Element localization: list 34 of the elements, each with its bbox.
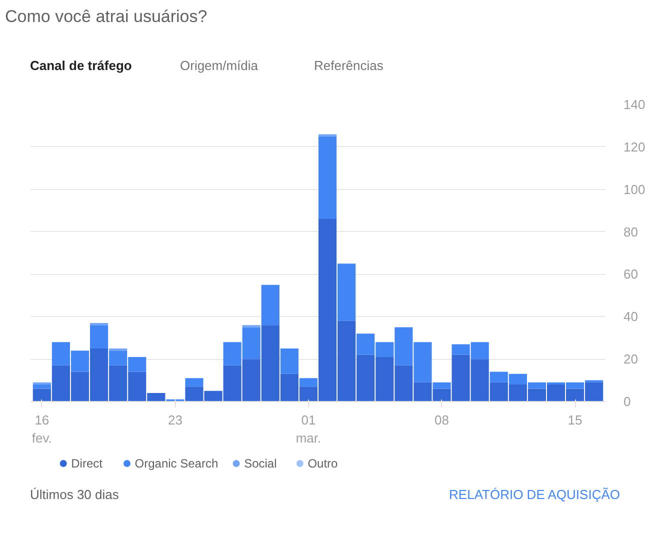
x-tick-label: 15 [568, 412, 582, 428]
text: Últimos 30 dias [30, 486, 119, 504]
x-tick-label: 08 [434, 412, 449, 428]
x-tick-label: 16 fev. [32, 412, 52, 446]
bar [32, 382, 51, 385]
text: Canal de tráfego [30, 57, 132, 75]
y-tick-label: 0 [624, 394, 631, 409]
bar [109, 348, 128, 351]
y-tick-label: 120 [624, 139, 646, 154]
legend-label: Social [244, 456, 277, 470]
y-tick-label: 140 [624, 97, 646, 112]
y-tick-label: 40 [624, 309, 638, 324]
bar [261, 284, 280, 326]
chart-title: Como você atrai usuários? [5, 6, 208, 28]
bar [318, 136, 337, 220]
bar [432, 382, 451, 389]
bar [280, 348, 298, 374]
x-tick-label: 01 mar. [296, 412, 322, 446]
x-tick-label: 23 [168, 412, 182, 428]
text: RELATÓRIO DE AQUISIÇÃO [449, 486, 620, 504]
y-tick-label: 60 [624, 266, 638, 282]
legend-label: Organic Search [134, 456, 218, 470]
bar [185, 378, 204, 387]
bar [338, 264, 356, 321]
legend-label: Direct [71, 456, 104, 470]
legend-label: Outro [308, 456, 338, 470]
text: Origem/mídia [180, 57, 258, 75]
bar [299, 378, 318, 387]
y-tick-label: 100 [624, 182, 646, 197]
bar [32, 384, 51, 389]
bar [90, 325, 108, 348]
y-tick-label: 80 [624, 224, 638, 240]
text: Referências [314, 57, 384, 75]
y-tick-label: 20 [624, 352, 638, 367]
